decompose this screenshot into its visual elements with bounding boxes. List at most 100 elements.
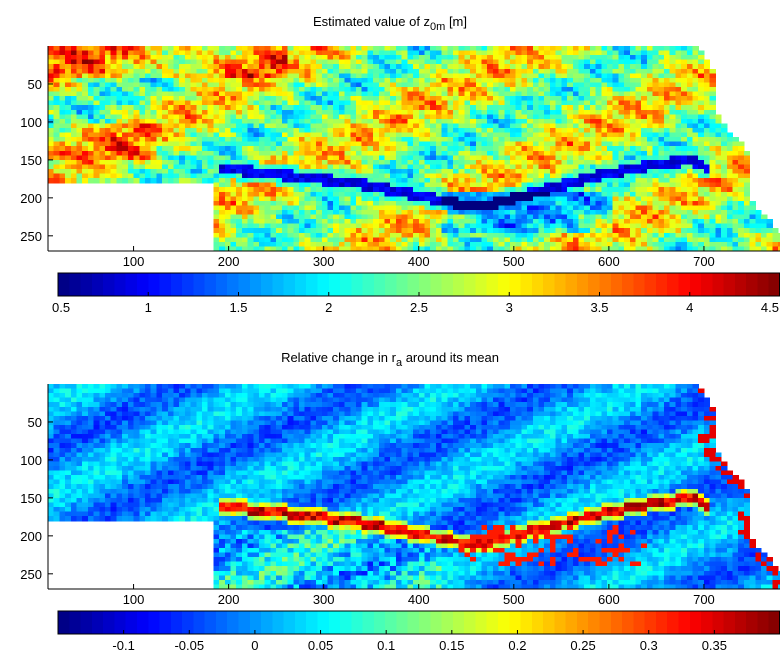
colorbar-segment — [723, 611, 736, 634]
colorbar-segment — [497, 273, 510, 296]
y-tick-label: 200 — [20, 191, 42, 206]
colorbar-segment — [283, 273, 296, 296]
colorbar-segment — [362, 611, 375, 634]
x-tick-label: 600 — [598, 254, 620, 269]
y-tick-label: 50 — [28, 415, 42, 430]
colorbar-segment — [644, 611, 657, 634]
y-tick-label: 250 — [20, 229, 42, 244]
colorbar-segment — [430, 611, 443, 634]
colorbar-segment — [520, 273, 533, 296]
colorbar-segment — [554, 611, 567, 634]
colorbar-segment — [238, 611, 251, 634]
colorbar-segment — [734, 611, 747, 634]
colorbar-segment — [407, 611, 420, 634]
colorbar-segment — [633, 611, 646, 634]
colorbar-tick-label: 4.5 — [761, 300, 779, 315]
colorbar-segment — [475, 611, 488, 634]
colorbar-segment — [58, 611, 70, 634]
colorbar-segment — [588, 611, 600, 634]
x-tick-label: 200 — [218, 254, 240, 269]
colorbar-segment — [170, 611, 183, 634]
colorbar-segment — [746, 273, 758, 296]
colorbar-tick-label: 1 — [145, 300, 152, 315]
colorbar-segment — [486, 273, 499, 296]
colorbar-segment — [768, 273, 780, 296]
y-tick-label: 150 — [20, 153, 42, 168]
colorbar-segment — [193, 273, 206, 296]
colorbar-tick-label: 0 — [251, 638, 258, 653]
colorbar-segment — [689, 273, 702, 296]
x-tick-label: 500 — [503, 254, 525, 269]
colorbar-segment — [644, 273, 657, 296]
colorbar-segment — [182, 611, 194, 634]
colorbar-segment — [757, 611, 770, 634]
colorbar-segment — [599, 611, 612, 634]
colorbar-segment — [509, 611, 522, 634]
colorbar-segment — [227, 611, 239, 634]
colorbar-tick-label: 0.25 — [570, 638, 595, 653]
colorbar-segment — [159, 273, 172, 296]
colorbar-segment — [328, 611, 341, 634]
colorbar-tick-label: 3 — [506, 300, 513, 315]
colorbar-segment — [768, 611, 780, 634]
colorbar-segment — [328, 273, 341, 296]
y-tick-label: 100 — [20, 453, 42, 468]
x-tick-label: 400 — [408, 254, 430, 269]
colorbar-tick-label: 2.5 — [410, 300, 428, 315]
colorbar-segment — [576, 273, 589, 296]
colorbar-segment — [69, 611, 82, 634]
heatmap-panel-1: Estimated value of z0m [m]50100150200250… — [20, 14, 780, 315]
y-tick-label: 150 — [20, 491, 42, 506]
x-tick-label: 700 — [693, 592, 715, 607]
colorbar-segment — [430, 273, 443, 296]
colorbar-segment — [80, 611, 93, 634]
heatmap-cells — [48, 46, 780, 252]
colorbar-segment — [294, 611, 307, 634]
panel-title: Relative change in ra around its mean — [281, 350, 499, 369]
colorbar-segment — [531, 611, 544, 634]
colorbar-segment — [452, 273, 465, 296]
colorbar-segment — [497, 611, 510, 634]
colorbar-segment — [689, 611, 702, 634]
colorbar-segment — [576, 611, 589, 634]
colorbar: 0.5 1 1.5 2 2.5 3 3.5 4 4.5 — [52, 272, 780, 315]
colorbar-segment — [283, 611, 296, 634]
colorbar-segment — [452, 611, 465, 634]
colorbar-segment — [362, 273, 375, 296]
colorbar-segment — [182, 273, 194, 296]
heatmap-cells — [48, 384, 780, 590]
colorbar-segment — [261, 273, 273, 296]
colorbar-segment — [520, 611, 533, 634]
colorbar-segment — [80, 273, 93, 296]
colorbar-segment — [103, 273, 115, 296]
colorbar-segment — [272, 273, 285, 296]
colorbar-segment — [114, 273, 127, 296]
colorbar-tick-label: -0.05 — [174, 638, 204, 653]
colorbar-segment — [351, 611, 364, 634]
colorbar-segment — [306, 273, 318, 296]
colorbar-segment — [215, 273, 228, 296]
colorbar-segment — [464, 611, 476, 634]
colorbar-segment — [712, 273, 725, 296]
colorbar-segment — [701, 611, 713, 634]
colorbar-segment — [261, 611, 273, 634]
colorbar-tick-label: 2 — [325, 300, 332, 315]
colorbar-tick-label: 0.05 — [308, 638, 333, 653]
colorbar-segment — [193, 611, 206, 634]
x-tick-label: 600 — [598, 592, 620, 607]
y-tick-label: 200 — [20, 529, 42, 544]
colorbar-segment — [204, 273, 217, 296]
colorbar-segment — [159, 611, 172, 634]
colorbar-segment — [385, 611, 397, 634]
colorbar-segment — [655, 273, 668, 296]
colorbar-segment — [588, 273, 600, 296]
colorbar-segment — [69, 273, 82, 296]
colorbar-segment — [610, 273, 623, 296]
colorbar-segment — [678, 611, 691, 634]
colorbar-tick-label: 0.5 — [52, 300, 70, 315]
colorbar-segment — [475, 273, 488, 296]
colorbar-segment — [746, 611, 758, 634]
colorbar-segment — [486, 611, 499, 634]
x-tick-label: 300 — [313, 592, 335, 607]
colorbar-segment — [565, 611, 578, 634]
